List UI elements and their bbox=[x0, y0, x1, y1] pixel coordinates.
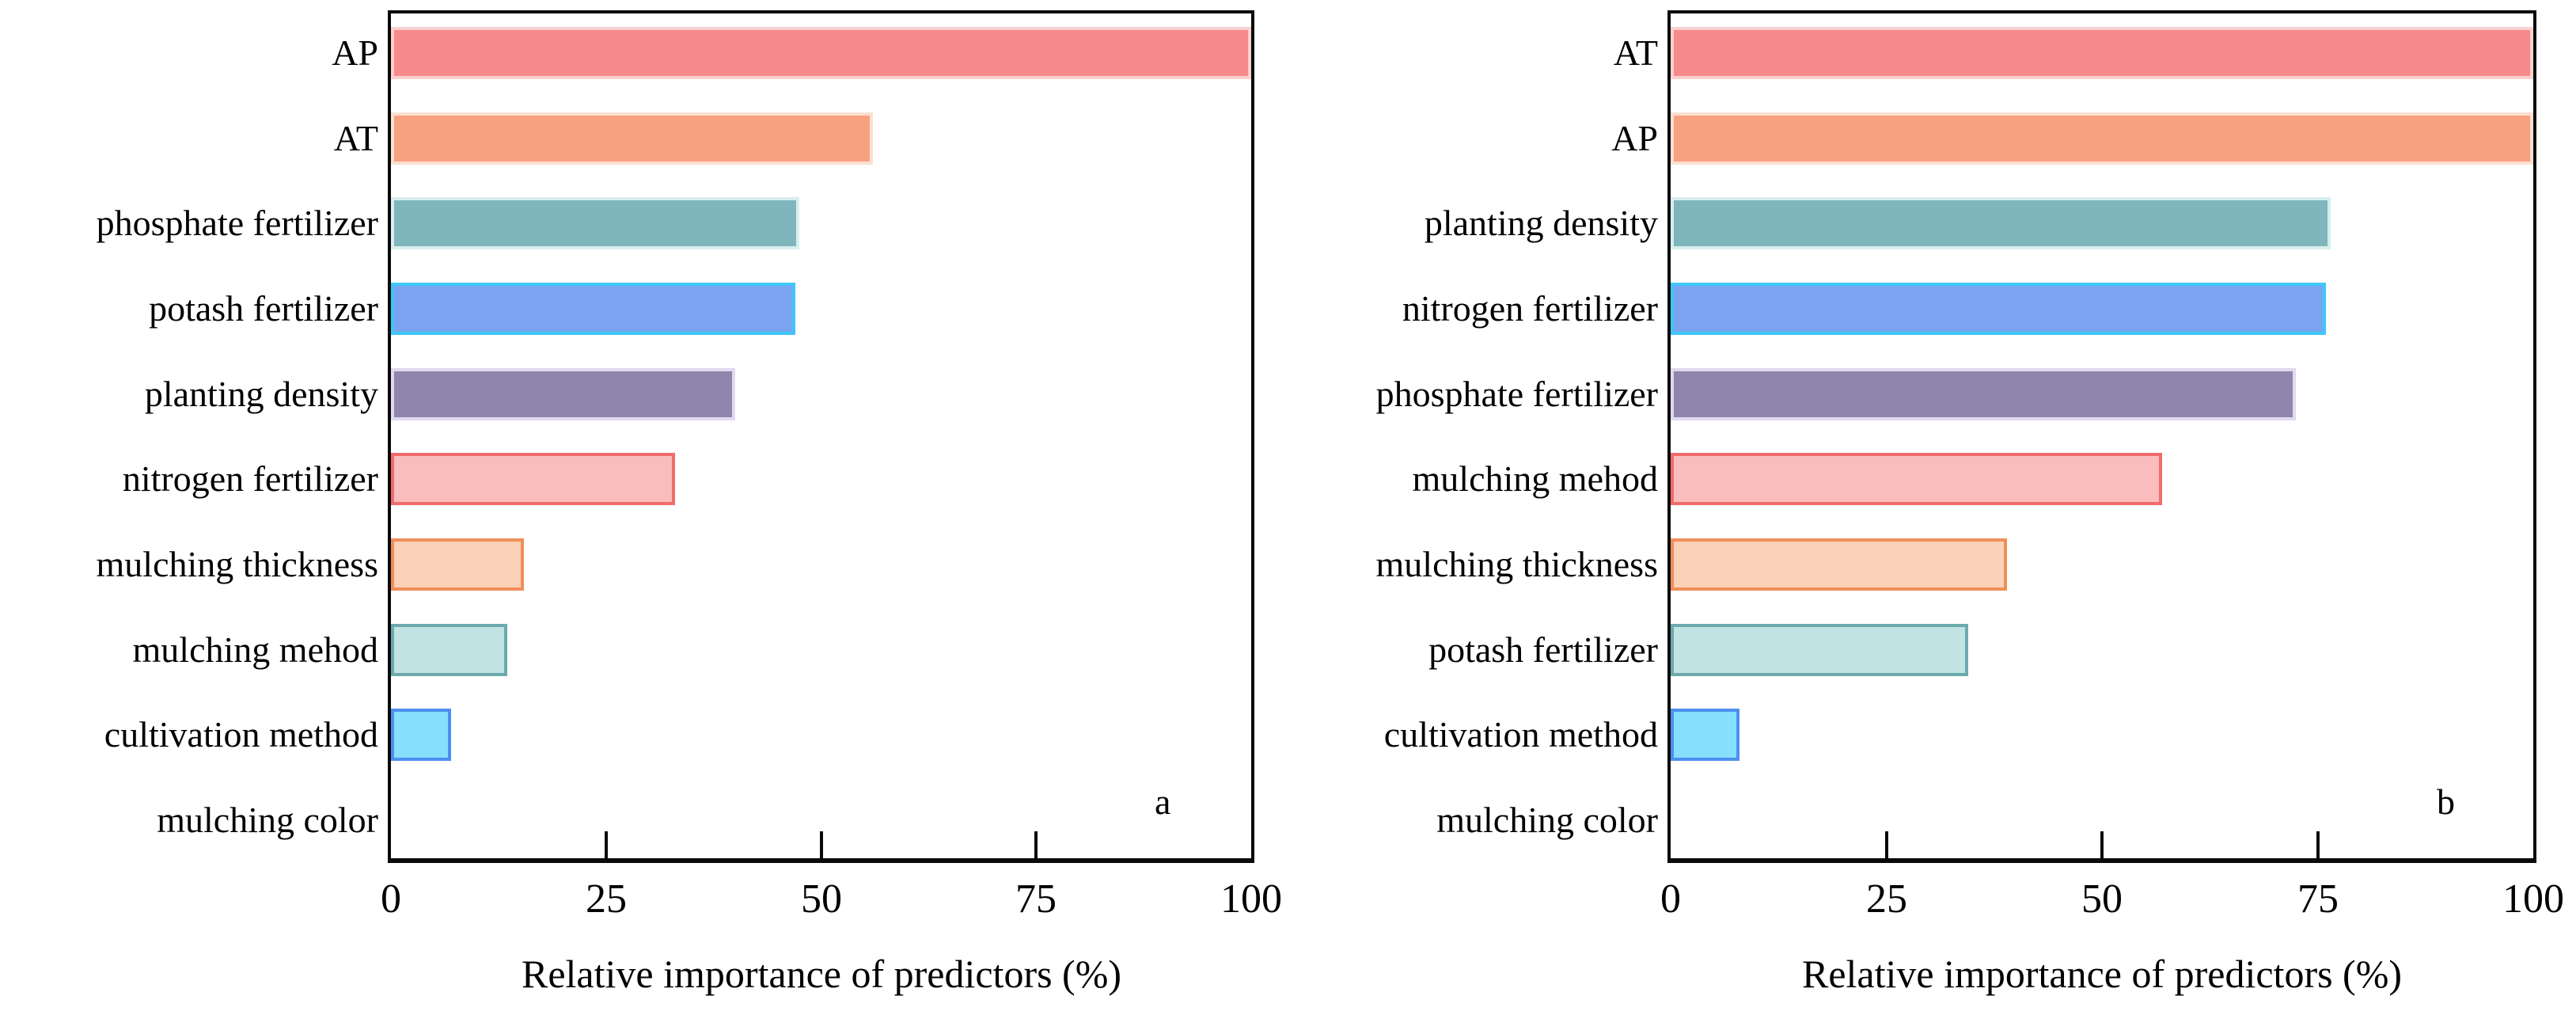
category-label: mulching thickness bbox=[96, 544, 378, 584]
bar-AT bbox=[1671, 27, 2533, 79]
x-axis-tick-label: 50 bbox=[801, 876, 842, 922]
x-axis-tick bbox=[605, 831, 608, 858]
category-label: nitrogen fertilizer bbox=[122, 458, 378, 499]
panel-letter: a bbox=[1155, 781, 1171, 822]
category-label: AP bbox=[1611, 118, 1658, 158]
x-axis-tick bbox=[2316, 831, 2320, 858]
x-axis-tick-label: 0 bbox=[381, 876, 401, 922]
bar-AT bbox=[391, 112, 873, 165]
category-label: cultivation method bbox=[1383, 714, 1658, 755]
bar-cultivation-method bbox=[391, 709, 451, 761]
category-label: planting density bbox=[144, 374, 378, 414]
bar-cultivation-method bbox=[1671, 709, 1739, 761]
category-label: phosphate fertilizer bbox=[1375, 374, 1658, 414]
bar-mulching-thickness bbox=[391, 538, 524, 591]
category-label: potash fertilizer bbox=[149, 288, 378, 329]
bar-nitrogen-fertilizer bbox=[391, 453, 675, 505]
category-label: mulching color bbox=[157, 800, 378, 840]
x-axis-tick-label: 100 bbox=[1220, 876, 1282, 922]
x-axis-tick bbox=[1034, 831, 1038, 858]
x-axis-title: Relative importance of predictors (%) bbox=[521, 952, 1122, 996]
bar-mulching-mehod bbox=[391, 624, 507, 676]
bar-phosphate-fertilizer bbox=[391, 197, 799, 249]
bar-phosphate-fertilizer bbox=[1671, 368, 2296, 420]
x-axis-tick-label: 75 bbox=[2297, 876, 2339, 922]
bar-mulching-thickness bbox=[1671, 538, 2007, 591]
category-label: mulching thickness bbox=[1375, 544, 1658, 584]
category-label: nitrogen fertilizer bbox=[1402, 288, 1658, 329]
x-axis-tick bbox=[2100, 831, 2104, 858]
category-label: planting density bbox=[1424, 203, 1658, 243]
category-label: AT bbox=[1613, 32, 1658, 73]
category-label: phosphate fertilizer bbox=[96, 203, 378, 243]
category-label: mulching mehod bbox=[132, 629, 378, 670]
category-label: mulching color bbox=[1436, 800, 1658, 840]
bar-planting-density bbox=[391, 368, 735, 420]
bar-AP bbox=[1671, 112, 2533, 165]
x-axis-tick-label: 0 bbox=[1660, 876, 1681, 922]
panel-letter: b bbox=[2437, 781, 2455, 822]
x-axis-tick-label: 25 bbox=[586, 876, 627, 922]
x-axis-tick-label: 100 bbox=[2502, 876, 2564, 922]
category-label: cultivation method bbox=[104, 714, 378, 755]
bar-planting-density bbox=[1671, 197, 2331, 249]
x-axis-tick-label: 75 bbox=[1015, 876, 1057, 922]
bar-potash-fertilizer bbox=[1671, 624, 1968, 676]
bar-AP bbox=[391, 27, 1251, 79]
x-axis-tick-label: 50 bbox=[2081, 876, 2123, 922]
x-axis-tick-label: 25 bbox=[1866, 876, 1907, 922]
category-label: potash fertilizer bbox=[1428, 629, 1658, 670]
category-label: mulching mehod bbox=[1412, 458, 1658, 499]
category-label: AP bbox=[332, 32, 378, 73]
x-axis-tick bbox=[1885, 831, 1888, 858]
bar-nitrogen-fertilizer bbox=[1671, 283, 2326, 335]
bar-potash-fertilizer bbox=[391, 283, 795, 335]
category-label: AT bbox=[333, 118, 378, 158]
x-axis-title: Relative importance of predictors (%) bbox=[1801, 952, 2403, 996]
x-axis-tick bbox=[820, 831, 823, 858]
bar-mulching-mehod bbox=[1671, 453, 2162, 505]
